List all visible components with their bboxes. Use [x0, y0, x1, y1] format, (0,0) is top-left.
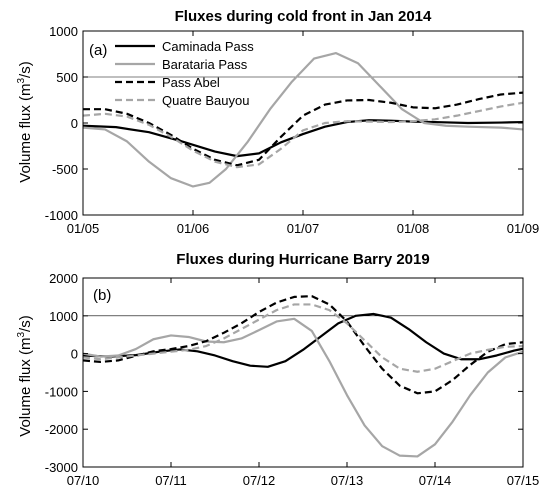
x-tick-label: 07/14 — [419, 473, 452, 488]
series-line-quatre-bauyou — [83, 303, 523, 373]
y-axis-label-a-sup: 3 — [16, 78, 27, 84]
y-tick-label: 1000 — [49, 309, 78, 324]
y-tick-label: 500 — [56, 70, 78, 85]
y-tick-label: 1000 — [49, 24, 78, 39]
y-axis-label-a-main: Volume flux (m — [17, 84, 34, 183]
x-tick-label: 01/09 — [507, 221, 540, 236]
y-tick-label: 0 — [71, 347, 78, 362]
y-axis-label-a-tail: /s) — [17, 61, 34, 78]
panel-label-b: (b) — [93, 287, 111, 304]
series-line-barataria-pass — [83, 317, 523, 458]
y-tick-label: 0 — [71, 116, 78, 131]
legend-label: Pass Abel — [162, 75, 220, 90]
y-tick-label: -2000 — [45, 422, 78, 437]
legend: Caminada Pass Barataria Pass Pass Abel Quat… — [115, 39, 254, 108]
series-line-pass-abel — [83, 295, 523, 395]
axes-frame — [82, 277, 524, 468]
x-tick-label: 01/05 — [67, 221, 100, 236]
y-axis-label-b: Volume flux (m3/s) — [16, 315, 34, 436]
legend-label: Quatre Bauyou — [162, 93, 249, 108]
y-tick-label: -1000 — [45, 384, 78, 399]
series-line-quatre-bauyou — [83, 101, 523, 169]
chart-title-b: Fluxes during Hurricane Barry 2019 — [176, 251, 429, 268]
series-line-pass-abel — [83, 91, 523, 167]
x-tick-label: 01/08 — [397, 221, 430, 236]
y-axis-label-a: Volume flux (m3/s) — [16, 61, 34, 182]
y-axis-label-b-main: Volume flux (m — [17, 338, 34, 437]
y-tick-label: -1000 — [45, 208, 78, 223]
x-tick-label: 01/07 — [287, 221, 320, 236]
panel-b: Fluxes during Hurricane Barry 2019 (b) V… — [16, 251, 539, 488]
y-axis-label-b-sup: 3 — [16, 332, 27, 338]
y-tick-label: -500 — [52, 162, 78, 177]
x-tick-label: 01/06 — [177, 221, 210, 236]
series-line-barataria-pass — [83, 51, 523, 188]
series-line-caminada-pass — [83, 312, 523, 368]
panel-label-a: (a) — [89, 42, 107, 59]
x-tick-label: 07/10 — [67, 473, 100, 488]
legend-label: Barataria Pass — [162, 57, 248, 72]
legend-label: Caminada Pass — [162, 39, 254, 54]
chart-title-a: Fluxes during cold front in Jan 2014 — [175, 8, 432, 25]
y-tick-label: 2000 — [49, 271, 78, 286]
x-tick-label: 07/12 — [243, 473, 276, 488]
y-axis-label-b-tail: /s) — [17, 315, 34, 332]
panel-a: Fluxes during cold front in Jan 2014 (a)… — [16, 8, 539, 236]
x-tick-label: 07/15 — [507, 473, 540, 488]
x-tick-label: 07/13 — [331, 473, 364, 488]
y-tick-label: -3000 — [45, 460, 78, 475]
x-tick-label: 07/11 — [155, 473, 187, 488]
